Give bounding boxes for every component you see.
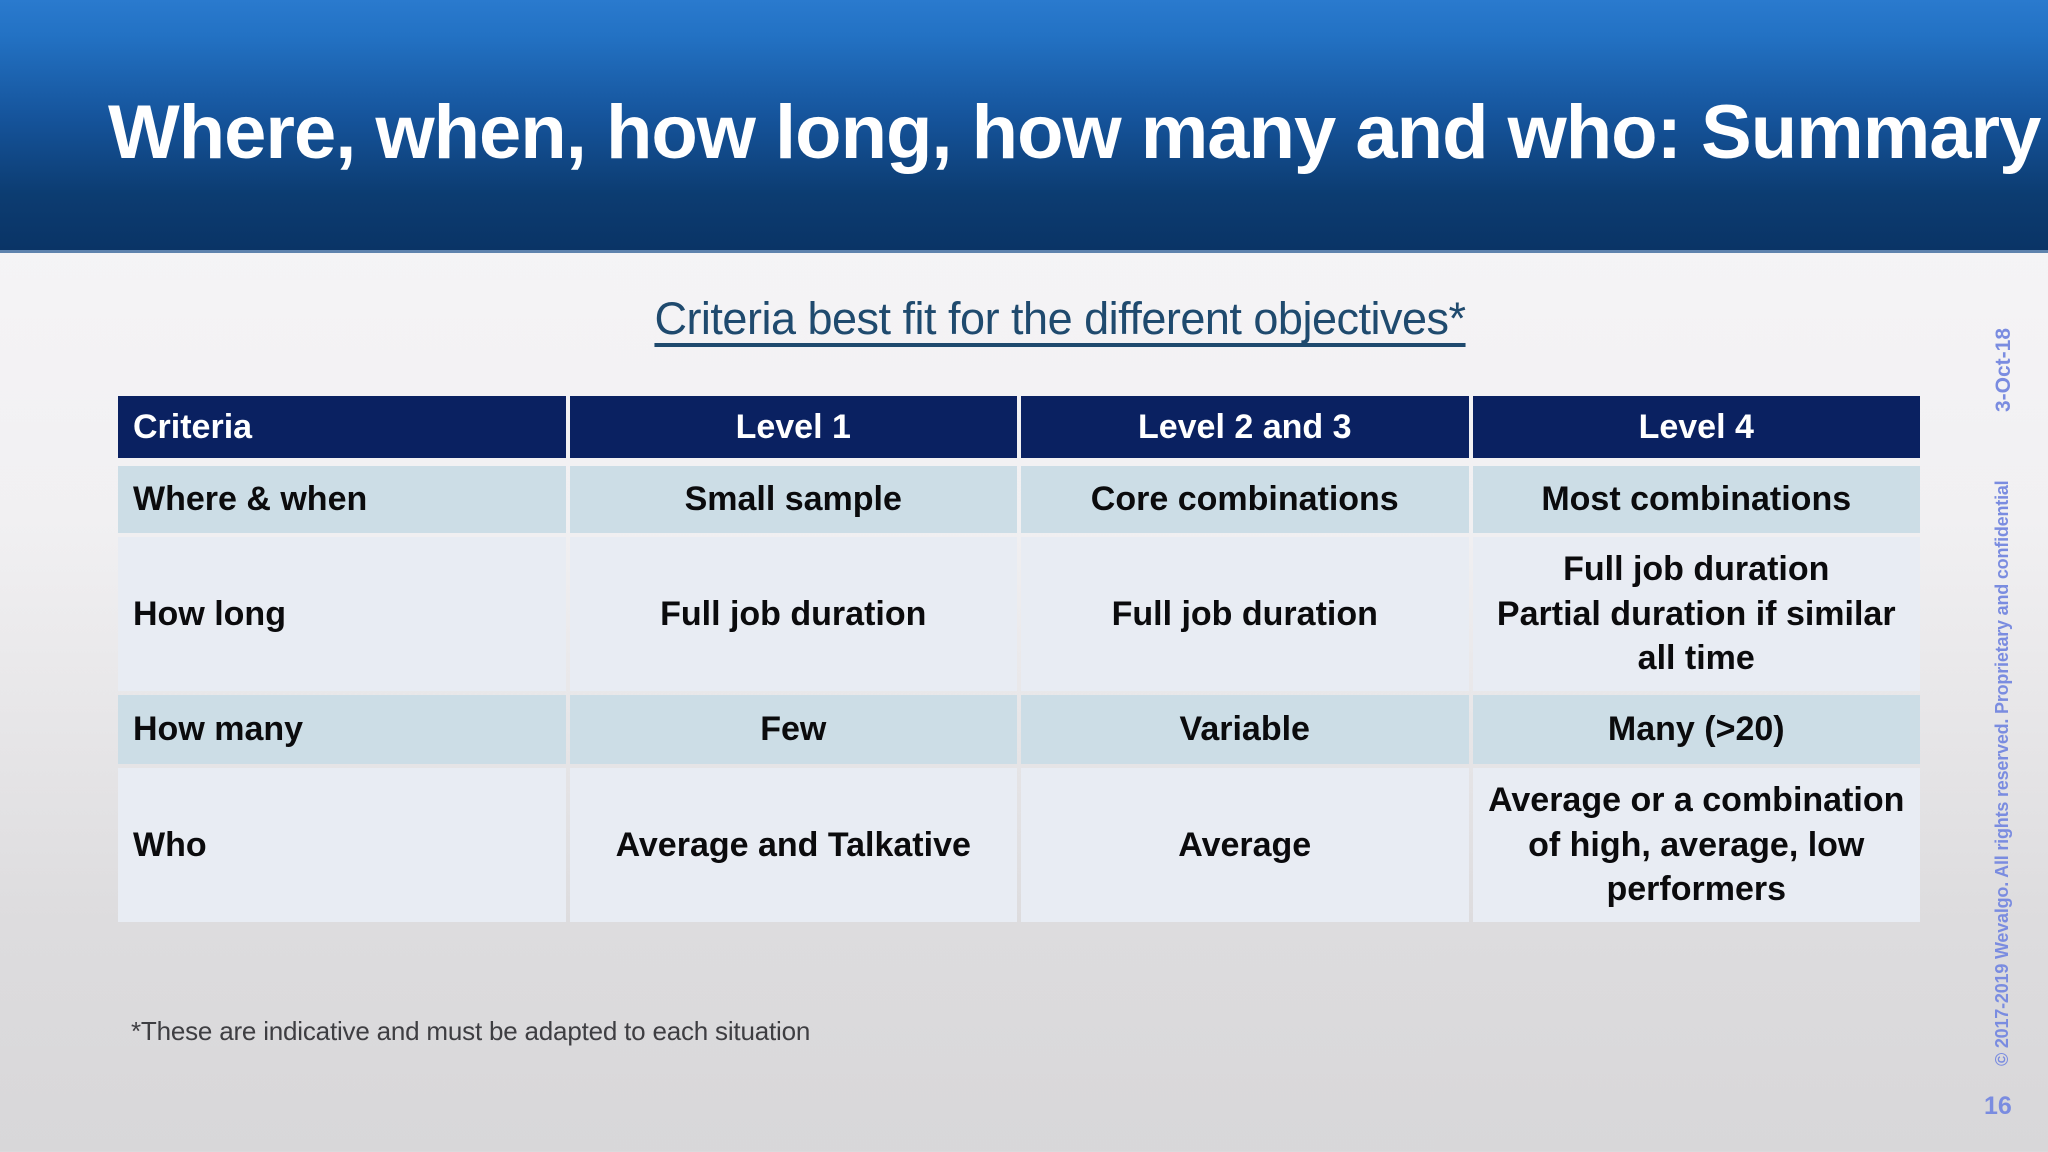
table-header-row: Criteria Level 1 Level 2 and 3 Level 4: [118, 396, 1920, 458]
table-caption: Criteria best fit for the different obje…: [160, 293, 1960, 345]
slide-date: 3-Oct-18: [1992, 327, 2015, 412]
table-cell: Full job duration: [1021, 537, 1469, 691]
table-cell: Core combinations: [1021, 466, 1469, 533]
table-cell: Full job duration: [569, 537, 1017, 691]
page-number: 16: [1984, 1092, 2012, 1120]
copyright-notice: © 2017-2019 Wevalgo. All rights reserved…: [1992, 480, 2012, 1066]
table-cell: Average and Talkative: [569, 768, 1017, 922]
table-cell: Many (>20): [1472, 695, 1920, 764]
table-caption-text: Criteria best fit for the different obje…: [654, 293, 1466, 344]
table-cell: Average: [1021, 768, 1469, 922]
row-label: Who: [118, 768, 566, 922]
header-cell-criteria: Criteria: [118, 396, 566, 458]
table-row-how-many: How many Few Variable Many (>20): [118, 695, 1920, 764]
table-cell: Variable: [1021, 695, 1469, 764]
table-cell: Small sample: [569, 466, 1017, 533]
title-banner: Where, when, how long, how many and who:…: [0, 0, 2048, 253]
row-label: How long: [118, 537, 566, 691]
row-label: How many: [118, 695, 566, 764]
table-cell: Few: [569, 695, 1017, 764]
row-label: Where & when: [118, 466, 566, 533]
table-cell: Full job duration Partial duration if si…: [1472, 537, 1920, 691]
table-cell: Most combinations: [1472, 466, 1920, 533]
table-row-where-when: Where & when Small sample Core combinati…: [118, 466, 1920, 533]
footnote: *These are indicative and must be adapte…: [131, 1016, 811, 1046]
header-cell-level4: Level 4: [1472, 396, 1920, 458]
criteria-table: Criteria Level 1 Level 2 and 3 Level 4 W…: [118, 396, 1920, 926]
header-cell-level1: Level 1: [569, 396, 1017, 458]
table-cell: Average or a combination of high, averag…: [1472, 768, 1920, 922]
header-cell-level2-3: Level 2 and 3: [1021, 396, 1469, 458]
table-row-who: Who Average and Talkative Average Averag…: [118, 768, 1920, 922]
table-row-how-long: How long Full job duration Full job dura…: [118, 537, 1920, 691]
slide-title: Where, when, how long, how many and who:…: [108, 89, 2041, 175]
